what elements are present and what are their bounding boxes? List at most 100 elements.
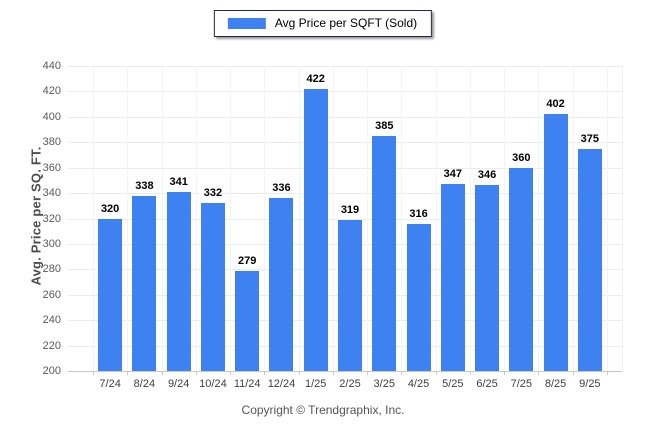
gridline xyxy=(68,91,622,93)
x-axis-category-label: 4/25 xyxy=(407,378,430,390)
bar-10/24 xyxy=(200,203,225,371)
x-axis-tick xyxy=(195,371,197,375)
bar-value-label: 332 xyxy=(203,187,223,200)
bar-11/24 xyxy=(235,270,260,371)
x-axis-category-label: 10/24 xyxy=(199,378,227,390)
x-axis-tick xyxy=(538,371,540,375)
x-axis-tick xyxy=(161,371,163,375)
bar-7/24 xyxy=(98,218,123,371)
gridline xyxy=(68,116,622,118)
x-axis-tick xyxy=(504,371,506,375)
legend-swatch-icon xyxy=(227,18,266,29)
legend-label: Avg Price per SQFT (Sold) xyxy=(274,16,418,30)
x-axis-category-label: 7/24 xyxy=(99,378,121,390)
vertical-gridline xyxy=(298,66,300,371)
vertical-gridline xyxy=(538,66,540,371)
bar-value-label: 341 xyxy=(169,175,188,188)
bar-value-label: 375 xyxy=(580,132,600,145)
vertical-gridline xyxy=(230,66,232,371)
vertical-gridline xyxy=(572,66,574,371)
x-axis-category-label: 8/24 xyxy=(133,378,156,390)
x-axis-tick xyxy=(469,371,471,375)
x-axis-category-label: 3/25 xyxy=(373,378,395,390)
bar-value-label: 385 xyxy=(375,119,394,132)
bar-value-label: 319 xyxy=(340,203,360,216)
bar-12/24 xyxy=(269,198,294,371)
vertical-gridline xyxy=(607,66,608,371)
y-axis-tick-label: 200 xyxy=(42,365,61,377)
gridline xyxy=(68,167,622,169)
y-axis-tick-label: 220 xyxy=(42,339,61,352)
vertical-gridline xyxy=(264,66,266,371)
x-axis-tick xyxy=(435,371,437,375)
vertical-gridline xyxy=(127,66,129,371)
gridline xyxy=(68,193,622,195)
copyright-text: Copyright © Trendgraphix, Inc. xyxy=(241,403,405,417)
bar-8/24 xyxy=(132,195,157,371)
gridline xyxy=(68,66,622,67)
x-axis-tick xyxy=(230,371,232,375)
bar-9/24 xyxy=(166,191,191,371)
x-axis-tick xyxy=(264,371,266,375)
bar-3/25 xyxy=(372,135,397,371)
vertical-gridline xyxy=(367,66,369,371)
x-axis-category-label: 6/25 xyxy=(476,378,498,390)
vertical-gridline xyxy=(504,66,506,371)
x-axis-category-label: 8/25 xyxy=(544,378,567,390)
bar-2/25 xyxy=(338,219,362,371)
bar-9/25 xyxy=(577,148,602,371)
x-axis-tick xyxy=(401,371,403,375)
y-axis-tick-label: 360 xyxy=(42,161,61,174)
vertical-gridline xyxy=(332,66,334,371)
x-axis-tick xyxy=(93,371,94,375)
x-axis-tick xyxy=(332,371,334,375)
x-axis-category-label: 11/24 xyxy=(233,378,261,390)
bar-value-label: 336 xyxy=(272,182,291,195)
y-axis-tick-label: 400 xyxy=(42,110,61,123)
bar-value-label: 402 xyxy=(546,98,565,111)
y-axis-title: Avg. Price per SQ. FT. xyxy=(28,146,44,286)
plot-area: 200 220 240 260 280 300 320 340 360 380 400 420 440 3… xyxy=(43,60,623,390)
bar-value-label: 360 xyxy=(512,151,531,164)
y-axis-tick-label: 340 xyxy=(42,187,61,200)
y-axis-tick-label: 420 xyxy=(42,85,61,98)
x-axis-tick xyxy=(127,371,129,375)
x-axis-category-label: 9/25 xyxy=(579,378,601,390)
y-axis-tick-label: 280 xyxy=(42,263,61,276)
bar-7/25 xyxy=(509,167,534,371)
bar-value-label: 347 xyxy=(443,168,462,181)
x-axis-category-label: 12/24 xyxy=(267,378,296,390)
x-axis-category-label: 5/25 xyxy=(442,378,464,390)
x-axis-category-label: 1/25 xyxy=(305,378,327,390)
bar-1/25 xyxy=(303,88,328,371)
x-axis-tick xyxy=(298,371,300,375)
vertical-gridline xyxy=(161,66,163,371)
y-axis-tick-label: 320 xyxy=(42,212,61,225)
x-axis-tick xyxy=(572,371,574,375)
vertical-gridline xyxy=(195,66,197,371)
bar-6/25 xyxy=(475,185,500,371)
legend: Avg Price per SQFT (Sold) xyxy=(213,10,433,37)
vertical-gridline xyxy=(93,66,94,371)
bar-value-label: 279 xyxy=(238,254,257,267)
bar-value-label: 422 xyxy=(306,72,325,85)
y-axis-tick-label: 260 xyxy=(42,288,61,301)
x-axis-category-label: 9/24 xyxy=(167,378,190,390)
y-axis-tick-label: 440 xyxy=(42,60,61,72)
y-axis-tick-label: 240 xyxy=(42,314,61,327)
x-axis-category-label: 7/25 xyxy=(510,378,533,390)
gridline xyxy=(68,218,622,220)
bar-value-label: 338 xyxy=(135,179,154,192)
bar-value-label: 316 xyxy=(409,207,428,220)
bar-4/25 xyxy=(406,223,431,371)
bar-8/25 xyxy=(543,114,568,371)
x-axis-tick xyxy=(607,371,608,375)
bar-value-label: 346 xyxy=(477,169,497,182)
vertical-gridline xyxy=(435,66,437,371)
bar-5/25 xyxy=(440,184,465,371)
gridline xyxy=(68,142,622,144)
vertical-gridline xyxy=(469,66,471,371)
x-axis-tick xyxy=(367,371,369,375)
x-axis-category-label: 2/25 xyxy=(339,378,361,390)
